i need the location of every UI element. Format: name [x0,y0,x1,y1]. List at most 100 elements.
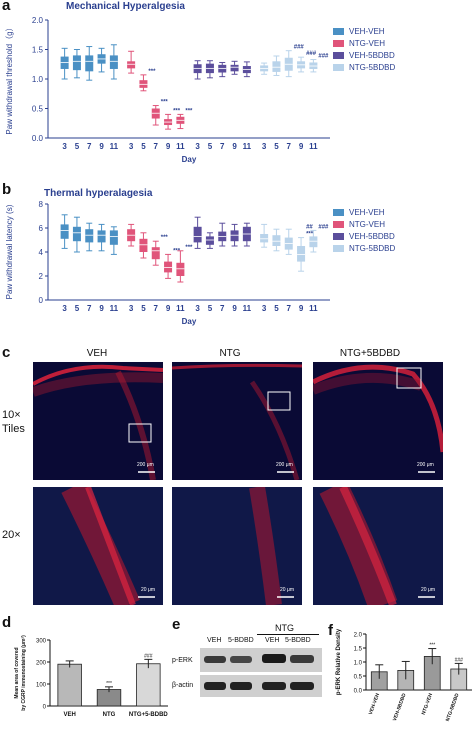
y-tick-label: 0.0 [32,134,44,143]
y-tick-label: 1.0 [32,75,44,84]
y-tick-label: 0.5 [354,675,363,681]
x-tick-label: 3 [262,304,267,313]
legend-label: NTG-VEH [349,38,385,48]
panel-label-e: e [172,616,181,633]
y-tick-label: 0 [39,296,44,305]
x-tick-label: 3 [62,142,67,151]
western-lane-label: 5-BDBD [285,637,311,644]
chart-f-bar: 0.0 0.5 1.0 1.5 2.0 p-ERK Relative Density VEH… [336,628,472,722]
legend-a: VEH-VEH NTG-VEH VEH-5BDBD NTG-5BDBD [333,25,395,73]
x-tick-label: NTG+5-BDBD [129,712,169,718]
box [151,247,160,260]
western-blot: NTG VEH 5-BDBD VEH 5-BDBD p-ERK β-actin [172,620,325,730]
significance-mark: *** [173,108,181,114]
panel-label-f: f [328,622,333,639]
legend-label: NTG-5BDBD [349,243,396,253]
significance-mark: *** [429,643,435,649]
x-tick-label: 5 [208,304,213,313]
box [260,234,269,243]
x-tick-label: 3 [262,142,267,151]
western-lane-label: VEH [265,637,280,644]
scale-bar-label: 200 μm [137,462,154,468]
y-axis-label: Paw withdrawal latency (s) [5,204,14,299]
y-axis-label: by CGRP immunostaining (μm²) [21,635,27,711]
scale-bar-label: 200 μm [276,462,293,468]
chart-d-bar: 0 100 200 300 Mean area of covered by CGRP im… [14,635,169,718]
box [97,230,106,243]
x-tick-label: 9 [99,304,104,313]
y-tick-label: 2.0 [354,633,363,639]
y-axis-label: Paw withdrawal threshold（g） [5,23,14,134]
x-tick-label: 11 [110,142,119,151]
box [230,230,239,242]
legend-item: VEH-5BDBD [333,230,395,242]
x-tick-label: 11 [309,142,318,151]
significance-mark: *** [148,69,156,75]
panel-title-b: Thermal hyperalagesia [44,188,153,199]
box [85,55,94,72]
box [139,238,148,252]
y-tick-label: 200 [36,661,47,667]
x-tick-label: 7 [154,142,159,151]
x-tick-label: 11 [243,304,252,313]
micro-col-title: NTG+5BDBD [339,348,401,359]
x-tick-label: 7 [287,142,292,151]
micro-row-title: 10× Tiles [2,409,25,435]
x-tick-label: 11 [309,304,318,313]
x-tick-label: 3 [62,304,67,313]
scale-bar-label: 20 μm [421,587,435,593]
legend-swatch [333,208,344,216]
micro-col-title: NTG [219,348,241,359]
x-tick-label: 7 [287,304,292,313]
legend-item: NTG-5BDBD [333,61,395,73]
bar [136,663,161,707]
x-tick-label: 9 [232,142,237,151]
significance-mark: *** [185,108,193,114]
western-group-label: NTG [275,623,294,633]
micro-image-20x-ntg: 20 μm [172,487,302,605]
micro-tissue-graphic [33,487,163,605]
panel-label-d: d [2,614,12,631]
y-tick-label: 1.5 [32,46,44,55]
y-tick-label: 100 [36,683,47,689]
x-tick-label: 3 [129,142,134,151]
y-axis-label: p-ERK Relative Density [336,628,342,695]
legend-label: VEH-VEH [349,26,385,36]
x-tick-label: VEH-VEH [368,692,381,715]
legend-label: NTG-VEH [349,219,385,229]
legend-swatch [333,220,344,228]
legend-label: VEH-VEH [349,207,385,217]
x-tick-label: 9 [232,304,237,313]
legend-label: VEH-5BDBD [349,50,395,60]
x-tick-label: NTG [103,712,116,718]
western-band-label: β-actin [172,682,194,689]
micro-tissue-graphic [172,487,302,605]
x-tick-label: 5 [208,142,213,151]
micro-image-20x-ntg-5bdbd: 20 μm [313,487,443,605]
western-blot-bands [200,648,322,697]
box [109,55,118,69]
bar [57,663,82,707]
western-lane-label: VEH [207,637,222,644]
box [230,64,239,72]
legend-item: NTG-5BDBD [333,242,395,254]
box [309,236,318,248]
y-tick-label: 0 [43,705,47,711]
y-tick-label: 4 [39,248,44,257]
micro-tissue-graphic [313,487,443,605]
legend-swatch [333,51,344,59]
box [164,261,173,273]
significance-mark: *** [185,245,193,251]
x-tick-label: NTG-5BDBD [445,692,461,722]
micro-col-title: VEH [86,348,108,359]
x-axis-label: Day [182,317,197,326]
box [272,61,281,72]
micro-image-10x-veh: 200 μm [33,362,163,480]
x-tick-label: 9 [299,142,304,151]
micro-image-20x-veh: 20 μm [33,487,163,605]
panel-label-b: b [2,181,12,198]
western-lane-label: 5-BDBD [228,637,254,644]
box [193,226,202,243]
x-tick-label: 9 [99,142,104,151]
legend-swatch [333,39,344,47]
